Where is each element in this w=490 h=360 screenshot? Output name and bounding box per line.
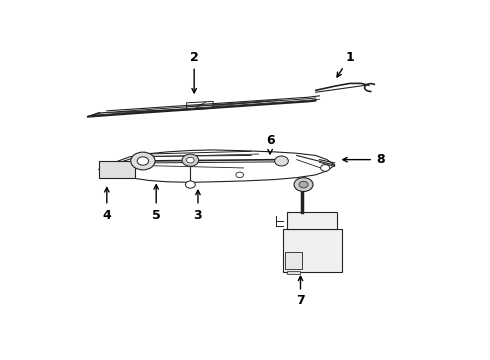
Circle shape <box>236 172 244 177</box>
Bar <box>99 161 135 177</box>
Circle shape <box>294 177 313 192</box>
Circle shape <box>185 181 196 188</box>
Text: 2: 2 <box>190 50 198 93</box>
Text: 8: 8 <box>343 153 385 166</box>
Text: 7: 7 <box>296 276 305 307</box>
Bar <box>283 229 343 272</box>
Circle shape <box>275 156 288 166</box>
Bar <box>285 252 302 269</box>
Circle shape <box>182 154 199 166</box>
Circle shape <box>131 152 155 170</box>
Bar <box>287 212 337 229</box>
Text: 4: 4 <box>102 188 111 221</box>
Text: 1: 1 <box>337 50 354 77</box>
Circle shape <box>137 157 148 165</box>
Text: 6: 6 <box>266 134 274 154</box>
Bar <box>287 271 300 274</box>
Circle shape <box>187 157 194 163</box>
Circle shape <box>320 165 330 171</box>
Circle shape <box>299 181 308 188</box>
Text: 5: 5 <box>152 185 161 221</box>
Text: 3: 3 <box>194 190 202 221</box>
